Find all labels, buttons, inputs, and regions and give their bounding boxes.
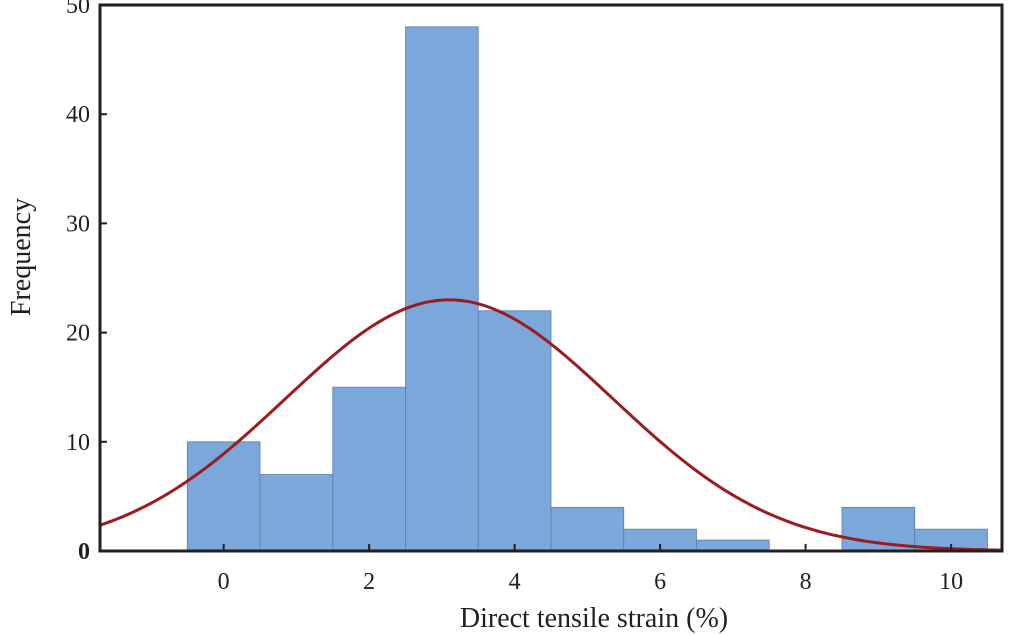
x-tick-label: 2 <box>363 569 375 595</box>
histogram-bar <box>696 539 770 552</box>
x-tick-label: 4 <box>509 569 521 595</box>
x-tick-label: 8 <box>800 569 812 595</box>
y-tick-label: 50 <box>66 0 90 19</box>
bars-layer <box>186 26 988 552</box>
histogram-bar <box>186 441 261 552</box>
tick-labels: 0 2 4 6 8 10 0 10 20 30 40 50 <box>66 0 963 595</box>
x-tick-label: 0 <box>218 569 230 595</box>
histogram-bar <box>332 386 406 552</box>
histogram-bar <box>550 506 625 552</box>
y-tick-label: 10 <box>66 430 90 456</box>
histogram-bar <box>405 26 479 552</box>
tick-marks <box>100 4 953 552</box>
y-tick-label: 0 <box>78 539 90 565</box>
histogram-bar <box>477 310 552 552</box>
y-tick-label: 20 <box>66 321 90 347</box>
x-tick-label: 10 <box>939 569 963 595</box>
x-tick-label: 6 <box>654 569 666 595</box>
y-axis-title: Frequency <box>6 198 37 316</box>
x-axis-title: Direct tensile strain (%) <box>460 603 728 634</box>
plot-area-frame <box>98 3 1004 553</box>
y-tick-label: 40 <box>66 102 90 128</box>
histogram-bar <box>259 474 334 552</box>
y-tick-label: 30 <box>66 211 90 237</box>
normal-fit-curve <box>99 298 1003 552</box>
